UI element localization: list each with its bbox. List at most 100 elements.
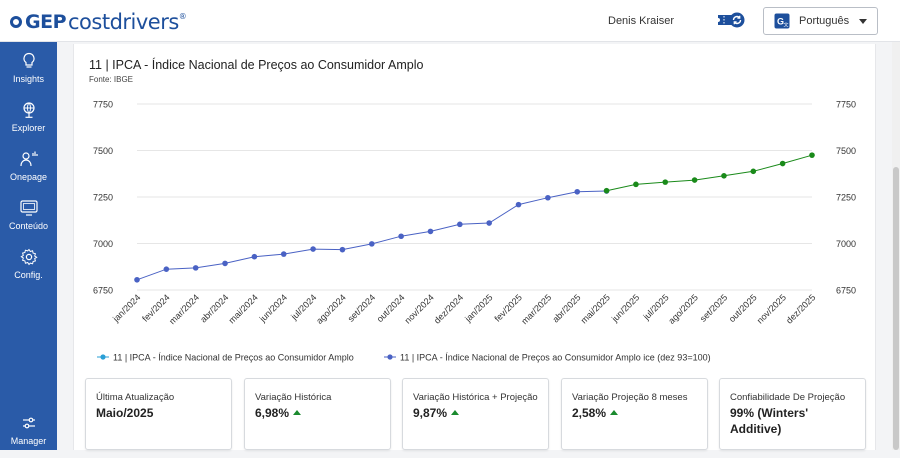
app-logo[interactable]: GEP costdrivers ® [10,9,187,35]
data-point [721,172,727,179]
stat-card-projection-reliability: Confiabilidade De Projeção 99% (Winters'… [719,378,866,450]
data-point [339,246,346,253]
data-point [310,246,316,252]
arrow-up-icon [610,410,619,415]
y2-tick-label: 6750 [836,286,856,296]
x-tick-label: abr/2024 [198,292,230,324]
sidebar-item-label: Insights [12,74,45,84]
data-point [574,188,581,195]
legend-label[interactable]: 11 | IPCA - Índice Nacional de Preços ao… [113,353,354,363]
language-label: Português [799,15,850,27]
sidebar-item-config[interactable]: Config. [0,248,57,292]
data-point [163,266,170,272]
data-point [750,168,757,175]
registered-mark: ® [178,12,187,21]
data-point [368,241,375,247]
x-tick-label: mar/2025 [519,292,553,326]
sidebar-item-explorer[interactable]: Explorer [0,101,57,145]
sidebar-item-conteudo[interactable]: Conteúdo [0,199,57,243]
stat-card-projection-variation: Variação Projeção 8 meses 2,58% [561,378,708,450]
gep-logo-icon [10,16,22,28]
x-tick-label: mai/2025 [579,292,612,325]
user-name[interactable]: Denis Kraiser [608,15,675,27]
x-axis: jan/2024fev/2024mar/2024abr/2024mai/2024… [110,292,817,326]
stat-value-text: 2,58% [572,406,607,420]
data-point [779,160,786,167]
line-chart: 7750 7500 7250 7000 6750 7750 7500 7250 7000 675… [93,100,856,363]
data-point [633,181,639,188]
stat-value: 9,87% [413,405,460,421]
x-tick-label: nov/2024 [403,292,436,325]
x-tick-label: jun/2025 [609,292,641,324]
sidebar-item-manager[interactable]: Manager [0,414,57,458]
stat-value: 2,58% [572,405,619,421]
y-tick-label: 7500 [93,146,113,156]
scrollbar-thumb[interactable] [893,167,899,450]
sidebar-item-insights[interactable]: Insights [0,52,57,96]
translate-icon: G 文 [774,13,790,29]
x-tick-label: set/2025 [698,292,729,323]
data-point [486,220,492,226]
stat-label: Variação Projeção 8 meses [572,392,688,403]
top-bar: GEP costdrivers ® Denis Kraiser G 文 Port… [0,0,900,42]
data-point [280,251,287,257]
data-point [192,265,199,271]
chart-title: 11 | IPCA - Índice Nacional de Preços ao… [89,58,424,72]
x-tick-label: abr/2025 [550,292,582,324]
stat-value: 6,98% [255,405,302,421]
lightbulb-icon [22,52,35,68]
stat-card-historic-projection-variation: Variação Histórica + Projeção 9,87% [402,378,549,450]
series-line [606,154,813,192]
x-tick-label: ago/2025 [666,292,700,326]
y2-tick-label: 7750 [836,100,856,110]
y-tick-label: 7000 [93,239,113,249]
sidebar-item-onepage[interactable]: Onepage [0,150,57,194]
stat-value-text: 6,98% [255,406,290,420]
data-point [603,187,610,194]
svg-text:G: G [777,17,784,27]
logo-brand: GEP [25,11,67,33]
person-chart-icon [19,151,38,167]
sidebar-item-label: Conteúdo [8,221,49,231]
y-tick-label: 7250 [93,193,113,203]
series-line [136,190,607,281]
chart-legend[interactable]: 11 | IPCA - Índice Nacional de Preços ao… [97,353,711,363]
arrow-up-icon [451,410,460,415]
data-point [398,233,404,240]
sidebar: Insights Explorer Onepage Conteúdo [0,42,57,450]
x-tick-label: dez/2024 [432,292,465,325]
y2-tick-label: 7000 [836,239,856,249]
gear-icon [19,248,38,266]
stat-label: Variação Histórica [255,392,332,403]
data-point [691,177,698,183]
stat-value-text: Maio/2025 [96,406,154,420]
x-tick-label: ago/2024 [314,292,348,326]
stat-value: 99% (Winters' Additive) [730,405,855,437]
sync-icon[interactable] [729,12,745,28]
y2-tick-label: 7250 [836,193,856,203]
y2-tick-label: 7500 [836,146,856,156]
logo-product: costdrivers [68,10,179,34]
x-tick-label: set/2024 [346,292,377,323]
sidebar-item-label: Onepage [9,172,48,182]
chevron-down-icon [859,19,867,24]
legend-swatch-marker [387,354,393,360]
sidebar-item-label: Config. [14,270,43,280]
x-tick-label: jan/2024 [110,292,142,324]
data-point [809,152,815,158]
stat-label: Última Atualização [96,392,175,403]
data-point [457,221,463,228]
data-point [222,260,228,267]
y-tick-label: 6750 [93,286,113,296]
language-select[interactable]: G 文 Português [763,7,878,35]
stat-value-text: 9,87% [413,406,448,420]
stat-card-last-update: Última Atualização Maio/2025 [85,378,232,450]
page-scrollbar[interactable] [892,42,900,450]
y-axis-left: 7750 7500 7250 7000 6750 [93,100,113,296]
monitor-icon [19,200,38,216]
stat-value-text: 99% (Winters' Additive) [730,406,809,436]
x-tick-label: jun/2024 [257,292,289,324]
legend-label[interactable]: 11 | IPCA - Índice Nacional de Preços ao… [400,353,711,363]
x-tick-label: mar/2024 [167,292,201,326]
sidebar-item-label: Explorer [11,123,46,133]
